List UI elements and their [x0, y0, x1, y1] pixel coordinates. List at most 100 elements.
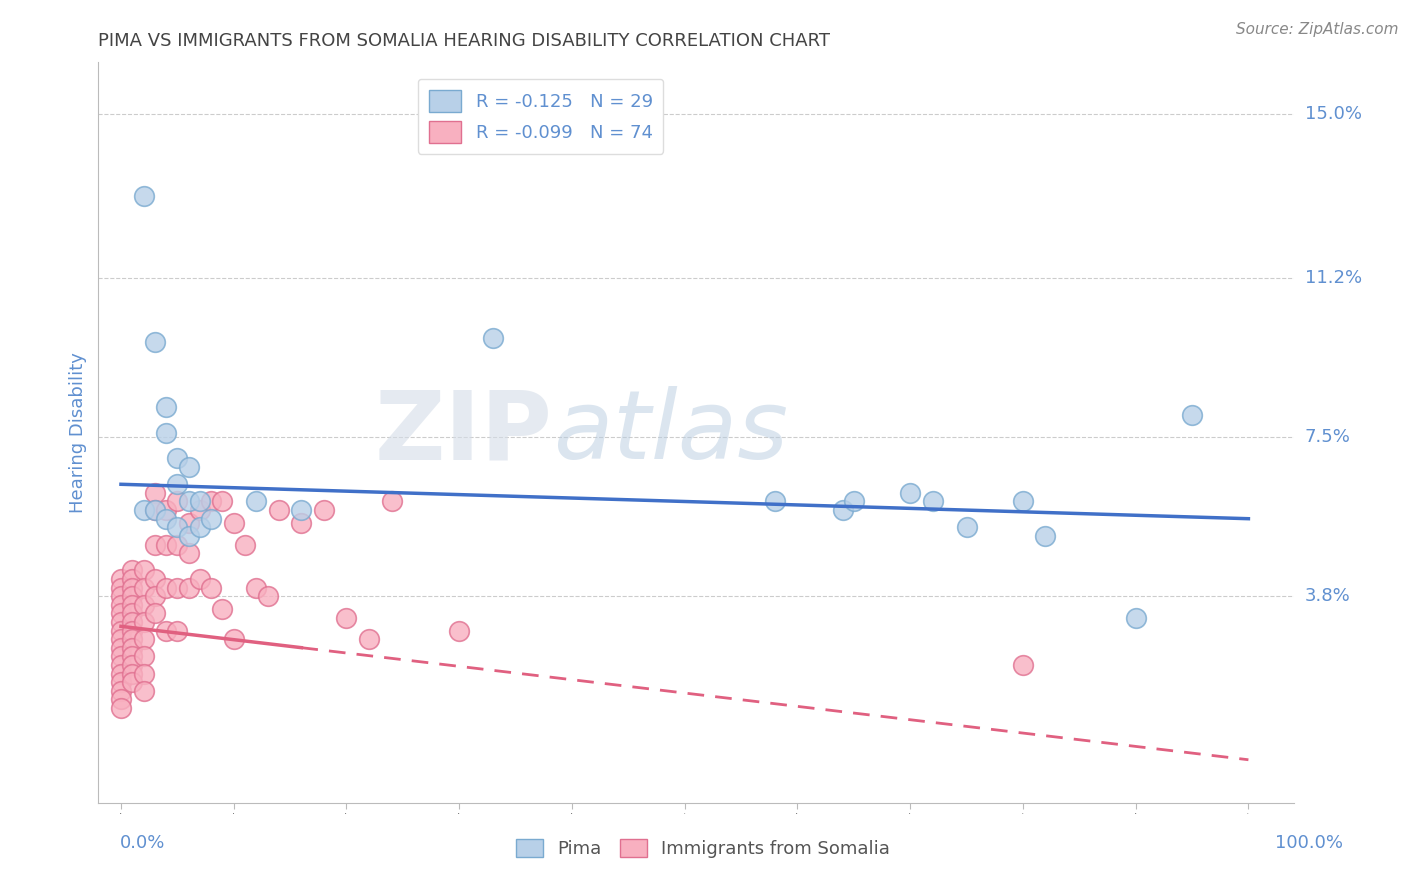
Point [380, 494, 402, 508]
Text: 0.0%: 0.0% [120, 834, 165, 852]
Point [121, 572, 143, 586]
Text: 3.8%: 3.8% [1305, 587, 1350, 605]
Point [110, 572, 132, 586]
Point [132, 615, 155, 629]
Point [110, 684, 132, 698]
Point [177, 460, 200, 475]
Point [110, 666, 132, 681]
Point [110, 598, 132, 612]
Point [132, 684, 155, 698]
Point [1125, 611, 1147, 625]
Point [132, 563, 155, 577]
Point [357, 632, 380, 647]
Point [166, 451, 188, 466]
Point [177, 581, 200, 595]
Point [121, 607, 143, 621]
Point [211, 602, 233, 616]
Point [763, 494, 786, 508]
Point [166, 520, 188, 534]
Point [143, 572, 166, 586]
Point [143, 503, 166, 517]
Point [143, 335, 166, 350]
Point [335, 611, 357, 625]
Text: 7.5%: 7.5% [1305, 428, 1351, 446]
Point [155, 537, 177, 551]
Point [110, 675, 132, 690]
Point [110, 615, 132, 629]
Point [290, 516, 312, 530]
Point [166, 581, 188, 595]
Point [110, 640, 132, 655]
Point [155, 512, 177, 526]
Text: 100.0%: 100.0% [1275, 834, 1343, 852]
Point [166, 537, 188, 551]
Point [121, 640, 143, 655]
Point [177, 494, 200, 508]
Point [449, 624, 471, 638]
Point [110, 624, 132, 638]
Point [132, 598, 155, 612]
Point [1012, 658, 1035, 673]
Point [200, 494, 222, 508]
Point [110, 692, 132, 706]
Point [482, 331, 505, 345]
Point [233, 537, 256, 551]
Point [121, 666, 143, 681]
Point [155, 503, 177, 517]
Point [1181, 409, 1204, 423]
Point [132, 503, 155, 517]
Point [200, 581, 222, 595]
Point [222, 516, 245, 530]
Point [110, 607, 132, 621]
Point [155, 581, 177, 595]
Point [132, 581, 155, 595]
Point [166, 477, 188, 491]
Text: atlas: atlas [553, 386, 787, 479]
Point [110, 649, 132, 664]
Point [188, 572, 211, 586]
Text: ZIP: ZIP [374, 386, 553, 479]
Point [121, 649, 143, 664]
Text: PIMA VS IMMIGRANTS FROM SOMALIA HEARING DISABILITY CORRELATION CHART: PIMA VS IMMIGRANTS FROM SOMALIA HEARING … [98, 32, 831, 50]
Point [177, 529, 200, 543]
Point [155, 400, 177, 414]
Legend: Pima, Immigrants from Somalia: Pima, Immigrants from Somalia [509, 831, 897, 865]
Point [955, 520, 977, 534]
Point [121, 581, 143, 595]
Point [842, 494, 865, 508]
Point [188, 520, 211, 534]
Point [166, 624, 188, 638]
Text: 11.2%: 11.2% [1305, 268, 1362, 286]
Point [121, 589, 143, 603]
Text: 15.0%: 15.0% [1305, 105, 1361, 123]
Point [143, 589, 166, 603]
Point [121, 624, 143, 638]
Point [121, 598, 143, 612]
Point [188, 503, 211, 517]
Point [177, 546, 200, 560]
Point [121, 615, 143, 629]
Point [1035, 529, 1057, 543]
Point [132, 649, 155, 664]
Point [143, 486, 166, 500]
Point [290, 503, 312, 517]
Point [921, 494, 943, 508]
Point [132, 632, 155, 647]
Point [121, 632, 143, 647]
Text: Source: ZipAtlas.com: Source: ZipAtlas.com [1236, 22, 1399, 37]
Point [110, 658, 132, 673]
Point [110, 632, 132, 647]
Point [110, 581, 132, 595]
Point [132, 189, 155, 203]
Point [110, 589, 132, 603]
Point [155, 425, 177, 440]
Point [245, 581, 267, 595]
Point [312, 503, 335, 517]
Point [831, 503, 853, 517]
Point [155, 624, 177, 638]
Point [1012, 494, 1035, 508]
Point [200, 512, 222, 526]
Point [256, 589, 278, 603]
Point [898, 486, 921, 500]
Point [121, 675, 143, 690]
